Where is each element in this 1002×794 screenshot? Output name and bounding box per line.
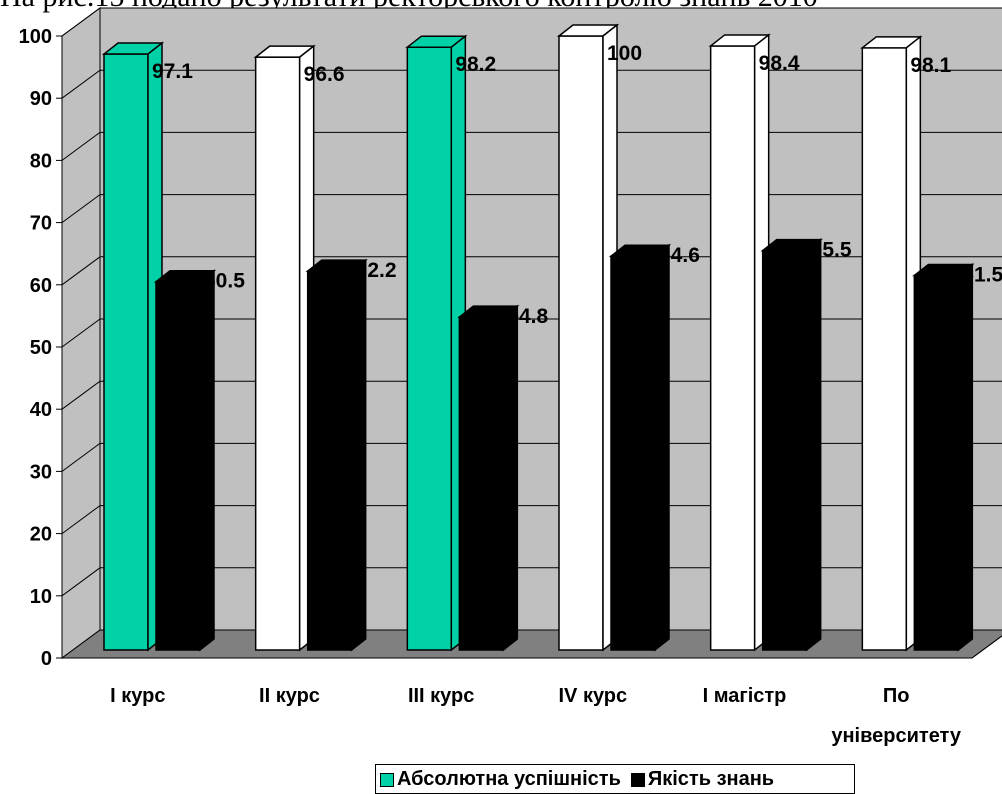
bar-front (913, 274, 960, 651)
x-tick-label: ІІІ курс (408, 685, 474, 707)
y-tick-label: 0 (41, 648, 52, 670)
legend: Абсолютна успішність Якість знань (375, 764, 855, 794)
bar-front (761, 249, 808, 651)
bar-side (350, 258, 367, 652)
y-tick-label: 70 (30, 213, 52, 235)
y-tick-label: 30 (30, 461, 52, 483)
bar (608, 243, 672, 652)
x-tick-label: І магістр (703, 685, 787, 707)
gridline (61, 69, 1002, 99)
data-label: 61.5 (962, 263, 1002, 286)
bar-front (254, 56, 301, 651)
legend-swatch (380, 772, 394, 787)
x-axis-depth (971, 635, 1002, 659)
y-tick-label: 80 (30, 150, 52, 172)
data-label: 96.6 (304, 63, 345, 86)
bar (760, 238, 823, 652)
data-label: 98.2 (455, 53, 496, 76)
bar-side (957, 262, 974, 652)
bar (556, 23, 620, 652)
bar-side (502, 304, 519, 652)
bar (253, 44, 316, 652)
data-label: 54.8 (507, 305, 548, 328)
gridline (61, 256, 1002, 286)
bar-front (861, 47, 908, 651)
bar-side (805, 238, 822, 652)
data-label: 60.5 (204, 270, 245, 293)
data-label: 65.5 (811, 239, 852, 262)
data-label: 62.2 (356, 259, 397, 282)
gridline (61, 131, 1002, 161)
gridline (61, 505, 1002, 535)
legend-item: Якість знань (630, 768, 775, 791)
y-tick-label: 60 (30, 275, 52, 297)
y-tick-label: 50 (30, 337, 52, 359)
gridline (61, 194, 1002, 224)
y-tick-label: 90 (30, 88, 52, 110)
legend-label: Абсолютна успішність (397, 768, 621, 790)
bar (101, 41, 165, 652)
legend-item: Абсолютна успішність (380, 768, 621, 791)
gridline (61, 567, 1002, 597)
bar-front (458, 316, 505, 651)
legend-label: Якість знань (647, 768, 775, 790)
y-tick-label: 10 (30, 586, 52, 608)
bar (457, 304, 520, 652)
gridline (61, 318, 1002, 348)
x-tick-label: ІV курс (558, 685, 627, 707)
bar (305, 258, 368, 652)
bar-front (406, 46, 453, 651)
bar-front (558, 35, 604, 651)
bar (153, 269, 217, 652)
bar (860, 35, 923, 652)
bar-front (306, 270, 353, 651)
bar-front (155, 280, 201, 651)
bar (405, 34, 468, 652)
gridline (61, 380, 1002, 410)
bar-front (610, 255, 656, 651)
x-tick-label: І курс (110, 685, 165, 707)
data-label: 64.6 (659, 244, 700, 267)
x-axis-labels: І курс ІІ курс ІІІ курс ІV курс І магістр По у… (110, 685, 962, 747)
y-tick-label: 100 (19, 26, 52, 48)
gridline (61, 7, 1002, 37)
y-tick-label: 40 (30, 399, 52, 421)
legend-swatch (630, 772, 645, 787)
bars (101, 23, 975, 652)
y-axis: 0 10 20 30 40 50 60 70 80 90 100 (19, 26, 1002, 670)
data-label: 98.4 (759, 52, 800, 75)
data-label: 97.1 (152, 60, 193, 83)
data-label: 98.1 (910, 54, 951, 77)
data-label: 100 (607, 42, 642, 65)
bar-side (654, 243, 670, 652)
y-tick-label: 20 (30, 524, 52, 546)
bar-front (103, 53, 149, 651)
value-labels: 97.1 60.5 96.6 62.2 98.2 54.8 100 64.6 98.4 65.5 9… (152, 42, 1002, 328)
bar-side (199, 269, 215, 652)
bar-front (709, 45, 756, 651)
gridlines (61, 7, 1002, 597)
x-tick-label: По університету (831, 685, 961, 747)
bar (912, 262, 975, 652)
x-tick-label: ІІ курс (259, 685, 320, 707)
bar (708, 33, 771, 652)
gridline (61, 442, 1002, 472)
